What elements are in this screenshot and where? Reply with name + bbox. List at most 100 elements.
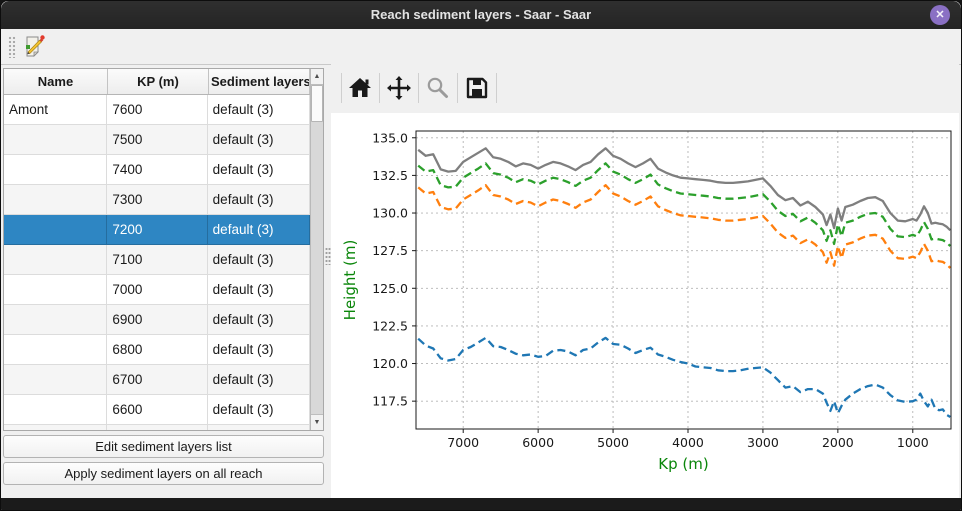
toolbar-separator [457, 73, 458, 103]
main-toolbar [1, 29, 961, 65]
table-row[interactable]: 6800 default (3) [4, 335, 310, 365]
cell-layers[interactable] [208, 425, 310, 430]
series-layer-3 [417, 184, 952, 269]
window-bottom-edge [1, 498, 961, 510]
edit-sediment-button[interactable] [20, 33, 48, 60]
cell-kp[interactable]: 7200 [107, 215, 208, 245]
tick-label-y: 125.0 [372, 281, 408, 296]
cell-kp[interactable]: 7500 [107, 125, 208, 155]
toolbar-separator [496, 73, 497, 103]
tick-label-x: 1000 [897, 435, 929, 450]
cell-name[interactable] [4, 185, 108, 215]
series-layer-top [417, 147, 952, 232]
table-header: Name KP (m) Sediment layers [4, 69, 323, 95]
toolbar-separator [341, 73, 342, 103]
x-axis-label: Kp (m) [658, 455, 708, 473]
table-scrollbar[interactable]: ▲ ▼ [310, 69, 323, 430]
tick-label-y: 117.5 [372, 394, 408, 409]
panel-splitter-handle[interactable] [325, 247, 331, 265]
magnifier-icon [427, 77, 448, 98]
column-header-kp[interactable]: KP (m) [108, 69, 209, 94]
cell-kp[interactable]: 7300 [107, 185, 208, 215]
table-row[interactable] [4, 425, 310, 430]
cell-layers[interactable]: default (3) [207, 335, 310, 365]
cell-layers[interactable]: default (3) [207, 125, 310, 155]
close-button[interactable]: ✕ [930, 5, 950, 25]
cell-name[interactable] [4, 365, 108, 395]
titlebar[interactable]: Reach sediment layers - Saar - Saar ✕ [1, 1, 961, 29]
cell-layers[interactable]: default (3) [207, 185, 310, 215]
pan-arrows-icon [387, 76, 411, 100]
toolbar-separator [418, 73, 419, 103]
cell-name[interactable] [4, 395, 108, 425]
apply-sediment-layers-button[interactable]: Apply sediment layers on all reach [3, 462, 324, 485]
cell-name[interactable] [4, 155, 108, 185]
cell-name[interactable] [4, 335, 108, 365]
window-title: Reach sediment layers - Saar - Saar [370, 7, 592, 22]
edit-document-icon [26, 35, 45, 57]
table-row[interactable]: 7200 default (3) [4, 215, 310, 245]
save-button[interactable] [465, 76, 489, 100]
cell-layers[interactable]: default (3) [207, 245, 310, 275]
cell-name[interactable] [4, 245, 108, 275]
cell-kp[interactable]: 7400 [107, 155, 208, 185]
toolbar-drag-handle[interactable] [8, 36, 16, 58]
cell-layers[interactable]: default (3) [207, 95, 310, 125]
scrollbar-thumb[interactable] [311, 85, 323, 122]
cell-layers[interactable]: default (3) [207, 395, 310, 425]
column-header-layers[interactable]: Sediment layers [209, 69, 310, 94]
cell-name[interactable] [4, 275, 108, 305]
cell-kp[interactable]: 6700 [107, 365, 208, 395]
table-row[interactable]: 6900 default (3) [4, 305, 310, 335]
cell-kp[interactable] [107, 425, 208, 430]
tick-label-x: 7000 [447, 435, 479, 450]
column-header-name[interactable]: Name [4, 69, 108, 94]
cell-kp[interactable]: 6800 [107, 335, 208, 365]
cell-name[interactable] [4, 425, 108, 430]
table-row[interactable]: 6700 default (3) [4, 365, 310, 395]
tick-label-x: 2000 [822, 435, 854, 450]
tick-label-y: 120.0 [372, 356, 408, 371]
cell-kp[interactable]: 7000 [107, 275, 208, 305]
table-row[interactable]: Amont 7600 default (3) [4, 95, 310, 125]
tick-label-y: 135.0 [372, 130, 408, 145]
cell-kp[interactable]: 7600 [107, 95, 208, 125]
edit-sediment-layers-list-button[interactable]: Edit sediment layers list [3, 435, 324, 458]
pan-button[interactable] [387, 76, 411, 100]
table-body: Amont 7600 default (3) 7500 default (3) 7400 d… [4, 95, 310, 430]
table-row[interactable]: 7400 default (3) [4, 155, 310, 185]
figure-canvas[interactable]: 7000 6000 5000 4000 3000 2000 1000 135.0 132.5 13… [331, 113, 959, 498]
cell-layers[interactable]: default (3) [207, 155, 310, 185]
cell-kp[interactable]: 6900 [107, 305, 208, 335]
tick-label-y: 132.5 [372, 168, 408, 183]
axes-box [415, 130, 952, 430]
series-layer-2 [417, 162, 952, 247]
tick-label-y: 122.5 [372, 318, 408, 333]
cell-kp[interactable]: 6600 [107, 395, 208, 425]
tick-label-x: 6000 [522, 435, 554, 450]
scroll-down-icon[interactable]: ▼ [311, 414, 323, 430]
cell-layers[interactable]: default (3) [207, 365, 310, 395]
tick-label-x: 4000 [672, 435, 704, 450]
toolbar-separator [379, 73, 380, 103]
home-button[interactable] [348, 76, 372, 100]
zoom-button[interactable] [426, 76, 450, 100]
table-row[interactable]: 7300 default (3) [4, 185, 310, 215]
series-layer-bottom [417, 336, 951, 418]
table-row[interactable]: 7000 default (3) [4, 275, 310, 305]
cell-kp[interactable]: 7100 [107, 245, 208, 275]
cell-name[interactable] [4, 305, 108, 335]
cell-layers[interactable]: default (3) [207, 305, 310, 335]
scroll-up-icon[interactable]: ▲ [311, 69, 323, 85]
table-row[interactable]: 7100 default (3) [4, 245, 310, 275]
cell-layers[interactable]: default (3) [207, 215, 310, 245]
cell-name[interactable]: Amont [4, 95, 108, 125]
cell-name[interactable] [4, 215, 108, 245]
table-row[interactable]: 6600 default (3) [4, 395, 310, 425]
cell-layers[interactable]: default (3) [207, 275, 310, 305]
cell-name[interactable] [4, 125, 108, 155]
table-row[interactable]: 7500 default (3) [4, 125, 310, 155]
home-icon [349, 78, 371, 97]
chart-svg: 7000 6000 5000 4000 3000 2000 1000 135.0 132.5 13… [341, 130, 952, 473]
